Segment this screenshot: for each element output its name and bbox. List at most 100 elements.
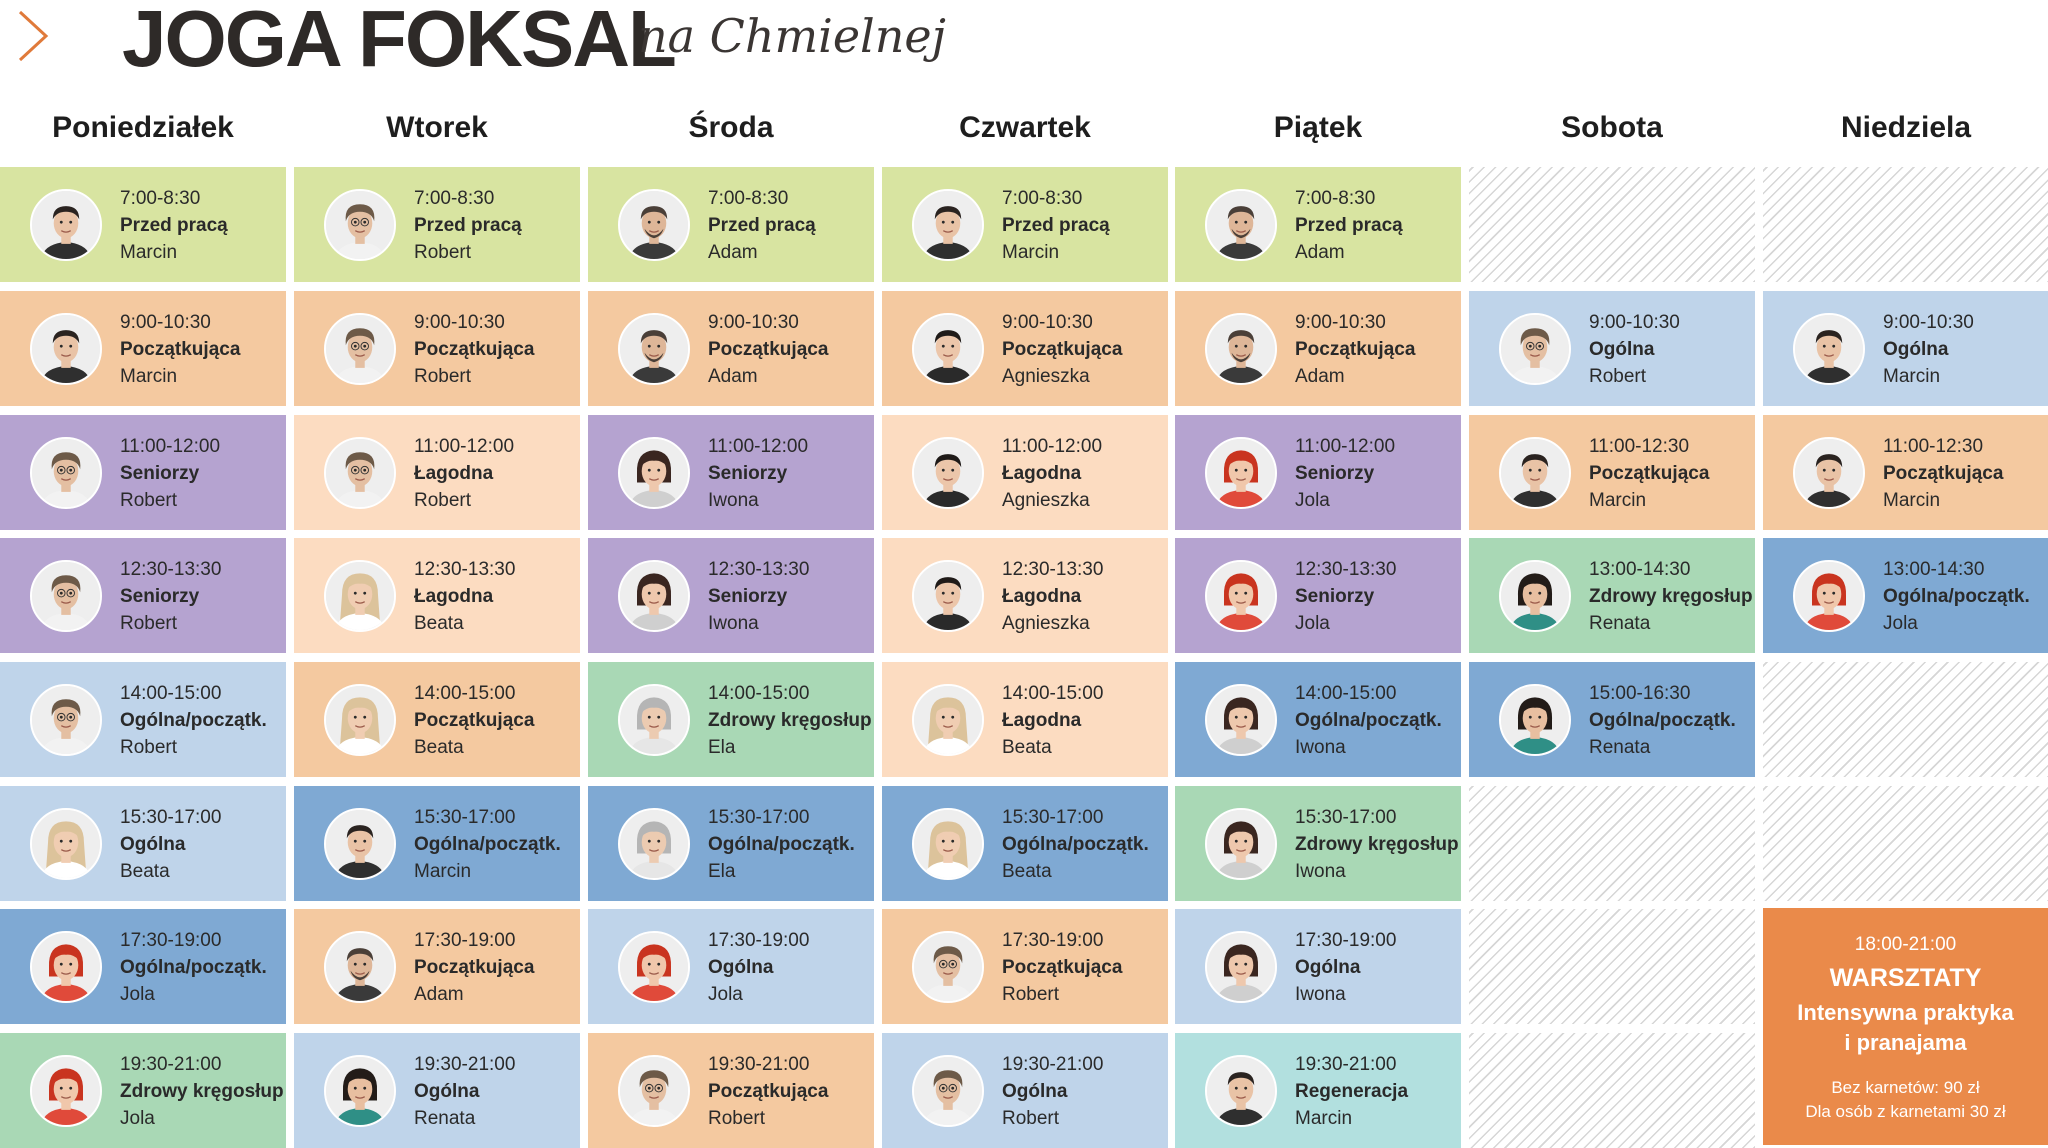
class-info: 14:00-15:00 Początkująca Beata — [414, 680, 580, 761]
class-slot-sobota-5[interactable]: 15:00-16:30 Ogólna/początk. Renata — [1469, 662, 1755, 777]
workshop-title: WARSZTATY — [1829, 964, 1982, 992]
class-info: 15:00-16:30 Ogólna/początk. Renata — [1589, 680, 1755, 761]
class-time: 9:00-10:30 — [1883, 312, 1974, 333]
class-time: 17:30-19:00 — [1002, 930, 1104, 951]
class-slot-sroda-8[interactable]: 19:30-21:00 Początkująca Robert — [588, 1033, 874, 1148]
class-slot-niedziela-4[interactable]: 13:00-14:30 Ogólna/początk. Jola — [1763, 538, 2048, 653]
class-slot-piatek-8[interactable]: 19:30-21:00 Regeneracja Marcin — [1175, 1033, 1461, 1148]
teacher-avatar — [324, 437, 396, 509]
class-slot-czwartek-1[interactable]: 7:00-8:30 Przed pracą Marcin — [882, 167, 1168, 282]
class-slot-wtorek-2[interactable]: 9:00-10:30 Początkująca Robert — [294, 291, 580, 406]
class-slot-niedziela-3[interactable]: 11:00-12:30 Początkująca Marcin — [1763, 415, 2048, 530]
class-info: 11:00-12:00 Łagodna Robert — [414, 433, 580, 514]
teacher-avatar — [1205, 684, 1277, 756]
class-slot-wtorek-8[interactable]: 19:30-21:00 Ogólna Renata — [294, 1033, 580, 1148]
class-slot-poniedzialek-4[interactable]: 12:30-13:30 Seniorzy Robert — [0, 538, 286, 653]
class-slot-piatek-4[interactable]: 12:30-13:30 Seniorzy Jola — [1175, 538, 1461, 653]
class-slot-czwartek-7[interactable]: 17:30-19:00 Początkująca Robert — [882, 909, 1168, 1024]
class-type: Początkująca — [1589, 463, 1710, 484]
class-time: 19:30-21:00 — [1295, 1054, 1397, 1075]
class-slot-poniedzialek-8[interactable]: 19:30-21:00 Zdrowy kręgosłup Jola — [0, 1033, 286, 1148]
teacher-avatar — [30, 189, 102, 261]
class-info: 15:30-17:00 Ogólna/początk. Beata — [1002, 804, 1168, 885]
class-slot-poniedzialek-3[interactable]: 11:00-12:00 Seniorzy Robert — [0, 415, 286, 530]
class-time: 7:00-8:30 — [414, 188, 495, 209]
class-info: 9:00-10:30 Początkująca Adam — [1295, 309, 1461, 390]
class-slot-niedziela-2[interactable]: 9:00-10:30 Ogólna Marcin — [1763, 291, 2048, 406]
class-slot-sroda-2[interactable]: 9:00-10:30 Początkująca Adam — [588, 291, 874, 406]
day-header-piatek: Piątek — [1273, 111, 1363, 144]
class-type: Ogólna — [708, 957, 774, 978]
teacher-name: Iwona — [708, 613, 759, 634]
teacher-avatar — [912, 189, 984, 261]
class-slot-czwartek-4[interactable]: 12:30-13:30 Łagodna Agnieszka — [882, 538, 1168, 653]
teacher-avatar — [912, 1055, 984, 1127]
class-info: 11:00-12:00 Seniorzy Robert — [120, 433, 286, 514]
class-time: 15:00-16:30 — [1589, 683, 1691, 704]
class-slot-wtorek-7[interactable]: 17:30-19:00 Początkująca Adam — [294, 909, 580, 1024]
day-header-wtorek: Wtorek — [386, 111, 488, 144]
class-info: 11:00-12:00 Seniorzy Jola — [1295, 433, 1461, 514]
class-time: 15:30-17:00 — [708, 807, 810, 828]
class-slot-poniedzialek-2[interactable]: 9:00-10:30 Początkująca Marcin — [0, 291, 286, 406]
class-slot-poniedzialek-7[interactable]: 17:30-19:00 Ogólna/początk. Jola — [0, 909, 286, 1024]
day-header-row: Poniedziałek Wtorek Środa Czwartek Piąte… — [0, 100, 2048, 155]
class-slot-wtorek-4[interactable]: 12:30-13:30 Łagodna Beata — [294, 538, 580, 653]
teacher-name: Ela — [708, 861, 736, 882]
class-slot-wtorek-5[interactable]: 14:00-15:00 Początkująca Beata — [294, 662, 580, 777]
teacher-avatar — [1793, 560, 1865, 632]
class-slot-czwartek-2[interactable]: 9:00-10:30 Początkująca Agnieszka — [882, 291, 1168, 406]
class-type: Przed pracą — [120, 215, 228, 236]
class-slot-sroda-4[interactable]: 12:30-13:30 Seniorzy Iwona — [588, 538, 874, 653]
teacher-avatar — [324, 808, 396, 880]
class-time: 9:00-10:30 — [120, 312, 211, 333]
day-header-poniedzialek: Poniedziałek — [52, 111, 234, 144]
class-slot-czwartek-8[interactable]: 19:30-21:00 Ogólna Robert — [882, 1033, 1168, 1148]
workshop-price-line-2: Dla osób z karnetami 30 zł — [1805, 1102, 2006, 1121]
class-info: 11:00-12:00 Łagodna Agnieszka — [1002, 433, 1168, 514]
class-slot-sroda-7[interactable]: 17:30-19:00 Ogólna Jola — [588, 909, 874, 1024]
class-slot-piatek-2[interactable]: 9:00-10:30 Początkująca Adam — [1175, 291, 1461, 406]
class-info: 14:00-15:00 Ogólna/początk. Robert — [120, 680, 286, 761]
class-slot-sroda-5[interactable]: 14:00-15:00 Zdrowy kręgosłup Ela — [588, 662, 874, 777]
teacher-avatar — [618, 808, 690, 880]
class-slot-poniedzialek-5[interactable]: 14:00-15:00 Ogólna/początk. Robert — [0, 662, 286, 777]
class-slot-piatek-5[interactable]: 14:00-15:00 Ogólna/początk. Iwona — [1175, 662, 1461, 777]
class-type: Przed pracą — [414, 215, 522, 236]
class-slot-sroda-6[interactable]: 15:30-17:00 Ogólna/początk. Ela — [588, 786, 874, 901]
class-slot-poniedzialek-1[interactable]: 7:00-8:30 Przed pracą Marcin — [0, 167, 286, 282]
teacher-avatar — [1793, 313, 1865, 385]
class-slot-czwartek-6[interactable]: 15:30-17:00 Ogólna/początk. Beata — [882, 786, 1168, 901]
class-slot-sroda-1[interactable]: 7:00-8:30 Przed pracą Adam — [588, 167, 874, 282]
class-slot-poniedzialek-6[interactable]: 15:30-17:00 Ogólna Beata — [0, 786, 286, 901]
teacher-name: Jola — [1295, 613, 1330, 634]
class-type: Przed pracą — [1002, 215, 1110, 236]
class-info: 9:00-10:30 Początkująca Agnieszka — [1002, 309, 1168, 390]
class-slot-sobota-3[interactable]: 11:00-12:30 Początkująca Marcin — [1469, 415, 1755, 530]
class-slot-piatek-1[interactable]: 7:00-8:30 Przed pracą Adam — [1175, 167, 1461, 282]
class-type: Ogólna — [1589, 339, 1655, 360]
class-time: 9:00-10:30 — [1295, 312, 1386, 333]
class-slot-piatek-7[interactable]: 17:30-19:00 Ogólna Iwona — [1175, 909, 1461, 1024]
class-info: 17:30-19:00 Początkująca Robert — [1002, 927, 1168, 1008]
class-slot-piatek-3[interactable]: 11:00-12:00 Seniorzy Jola — [1175, 415, 1461, 530]
class-slot-czwartek-5[interactable]: 14:00-15:00 Łagodna Beata — [882, 662, 1168, 777]
class-time: 11:00-12:00 — [708, 436, 809, 457]
class-slot-czwartek-3[interactable]: 11:00-12:00 Łagodna Agnieszka — [882, 415, 1168, 530]
class-slot-sobota-4[interactable]: 13:00-14:30 Zdrowy kręgosłup Renata — [1469, 538, 1755, 653]
class-type: Zdrowy kręgosłup — [708, 710, 872, 731]
class-slot-wtorek-3[interactable]: 11:00-12:00 Łagodna Robert — [294, 415, 580, 530]
teacher-avatar — [324, 560, 396, 632]
class-type: Początkująca — [414, 710, 535, 731]
class-info: 11:00-12:00 Seniorzy Iwona — [708, 433, 874, 514]
class-info: 11:00-12:30 Początkująca Marcin — [1883, 433, 2048, 514]
workshop-block[interactable]: 18:00-21:00 WARSZTATY Intensywna praktyk… — [1763, 908, 2048, 1145]
class-slot-wtorek-1[interactable]: 7:00-8:30 Przed pracą Robert — [294, 167, 580, 282]
teacher-name: Agnieszka — [1002, 366, 1090, 387]
class-slot-piatek-6[interactable]: 15:30-17:00 Zdrowy kręgosłup Iwona — [1175, 786, 1461, 901]
class-info: 7:00-8:30 Przed pracą Marcin — [1002, 185, 1168, 266]
class-slot-wtorek-6[interactable]: 15:30-17:00 Ogólna/początk. Marcin — [294, 786, 580, 901]
class-slot-sobota-2[interactable]: 9:00-10:30 Ogólna Robert — [1469, 291, 1755, 406]
logo-subtitle: na Chmielnej — [638, 9, 946, 63]
class-slot-sroda-3[interactable]: 11:00-12:00 Seniorzy Iwona — [588, 415, 874, 530]
